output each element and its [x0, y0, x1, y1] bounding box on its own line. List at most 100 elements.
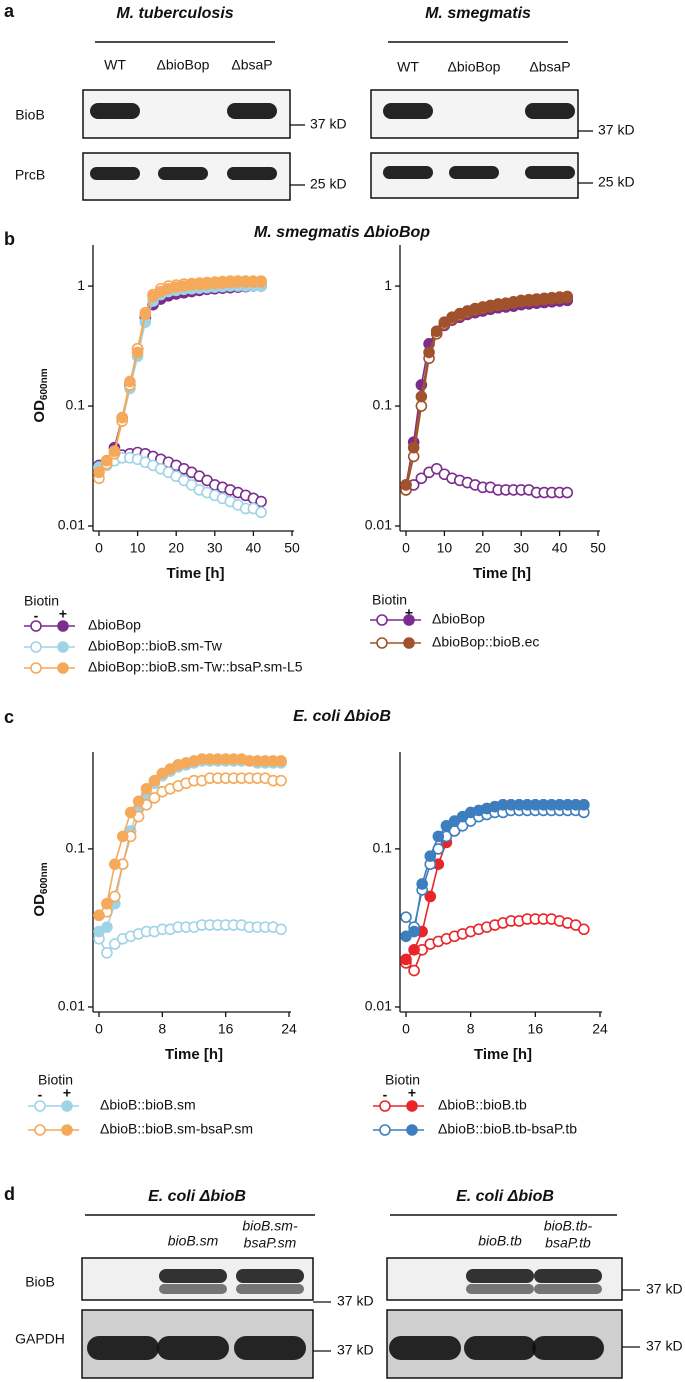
data-point [400, 911, 412, 923]
lane-label: ΔbsaP [529, 59, 570, 75]
legend-marker [376, 637, 388, 649]
blot-band [525, 103, 575, 119]
x-tick-label: 20 [475, 540, 491, 556]
series-line [405, 299, 568, 486]
size-marker: 37 kD [337, 1342, 374, 1358]
legend-marker [61, 1100, 73, 1112]
y-tick-label: 0.01 [58, 998, 85, 1014]
row-label: BioB [15, 107, 45, 123]
x-tick-label: 50 [590, 540, 606, 556]
legend-marker [30, 620, 42, 632]
y-label-main: OD [31, 894, 48, 917]
blot-band [525, 166, 575, 179]
legend-label: ΔbioB::bioB.tb-bsaP.tb [438, 1121, 577, 1137]
legend-column: + [408, 1085, 416, 1101]
lane-label: WT [104, 57, 126, 73]
legend-column: - [34, 608, 39, 624]
size-marker: 37 kD [598, 122, 635, 138]
legend-label: ΔbioBop::bioB.ec [432, 634, 539, 650]
blot-band [227, 167, 277, 180]
legend-marker [379, 1124, 391, 1136]
blot-band [534, 1284, 602, 1294]
legend-column: + [63, 1085, 71, 1101]
y-label-sub: 600nm [39, 862, 50, 894]
lane-label: ΔbioBop [448, 59, 501, 75]
size-marker: 37 kD [646, 1281, 683, 1297]
lane-label: bioB.sm [168, 1233, 219, 1249]
y-tick-label: 0.1 [373, 397, 393, 413]
data-point [432, 830, 445, 843]
blot-band [90, 167, 140, 180]
data-point [101, 947, 113, 959]
data-point [109, 938, 121, 950]
blot-band [466, 1269, 534, 1283]
blot-band [90, 103, 140, 119]
lane-label: bsaP.sm [244, 1235, 297, 1251]
data-point [400, 953, 412, 966]
y-label-main: OD [31, 400, 48, 423]
legend-title: Biotin [24, 593, 59, 609]
y-tick-label: 1 [77, 277, 85, 293]
blot-title: E. coli ΔbioB [456, 1188, 554, 1205]
lane-label: bioB.tb- [544, 1218, 593, 1234]
data-point [255, 506, 267, 519]
data-point [578, 799, 590, 811]
data-point [148, 774, 161, 787]
y-tick-label: 0.1 [373, 840, 393, 856]
blot-band [236, 1284, 304, 1294]
x-tick-label: 8 [467, 1021, 475, 1037]
x-tick-label: 16 [528, 1021, 544, 1037]
data-point [423, 346, 435, 359]
blot-band [234, 1336, 306, 1360]
legend-label: ΔbioBop [88, 617, 141, 633]
x-tick-label: 24 [281, 1021, 297, 1037]
data-point [101, 897, 113, 910]
panel-title: M. smegmatis ΔbioBop [254, 224, 430, 241]
legend-column: + [59, 606, 67, 622]
x-axis-label: Time [h] [165, 1046, 223, 1063]
x-tick-label: 10 [130, 540, 146, 556]
data-point [408, 944, 420, 956]
legend-marker [57, 641, 69, 653]
legend-title: Biotin [38, 1072, 73, 1088]
legend-marker [34, 1100, 46, 1112]
legend-label: ΔbioBop::bioB.sm-Tw [88, 638, 223, 654]
legend-title: Biotin [372, 592, 407, 608]
x-tick-label: 16 [218, 1021, 234, 1037]
panel-label: d [4, 1184, 15, 1204]
data-point [430, 325, 443, 338]
x-tick-label: 0 [402, 540, 410, 556]
y-tick-label: 0.01 [365, 517, 392, 533]
x-axis-label: Time [h] [474, 1046, 532, 1063]
legend-column: - [38, 1087, 43, 1103]
blot-title: M. smegmatis [425, 5, 531, 22]
x-tick-label: 0 [95, 540, 103, 556]
y-axis-label: OD600nm [31, 862, 50, 916]
x-axis-label: Time [h] [473, 565, 531, 582]
blot-band [157, 1336, 229, 1360]
data-point [416, 878, 428, 890]
size-marker: 37 kD [337, 1293, 374, 1309]
legend-marker [30, 641, 42, 653]
legend-label: ΔbioB::bioB.sm [100, 1097, 196, 1113]
data-point [424, 850, 437, 862]
series-line [98, 280, 262, 479]
y-tick-label: 0.1 [66, 397, 86, 413]
data-point [255, 276, 267, 288]
panel-label: a [4, 1, 15, 21]
series-line [405, 804, 584, 960]
row-label: BioB [25, 1274, 55, 1290]
x-axis-label: Time [h] [166, 565, 224, 582]
blot-band [449, 166, 499, 179]
series-line [98, 285, 262, 468]
x-tick-label: 10 [437, 540, 453, 556]
data-point [100, 454, 113, 467]
data-point [109, 858, 121, 871]
data-point [578, 923, 590, 936]
blot-band [464, 1336, 536, 1360]
legend-marker [403, 614, 415, 626]
lane-label: bsaP.tb [545, 1235, 591, 1251]
data-point [408, 925, 420, 938]
series-line [98, 285, 262, 468]
lane-label: ΔbioBop [157, 57, 210, 73]
